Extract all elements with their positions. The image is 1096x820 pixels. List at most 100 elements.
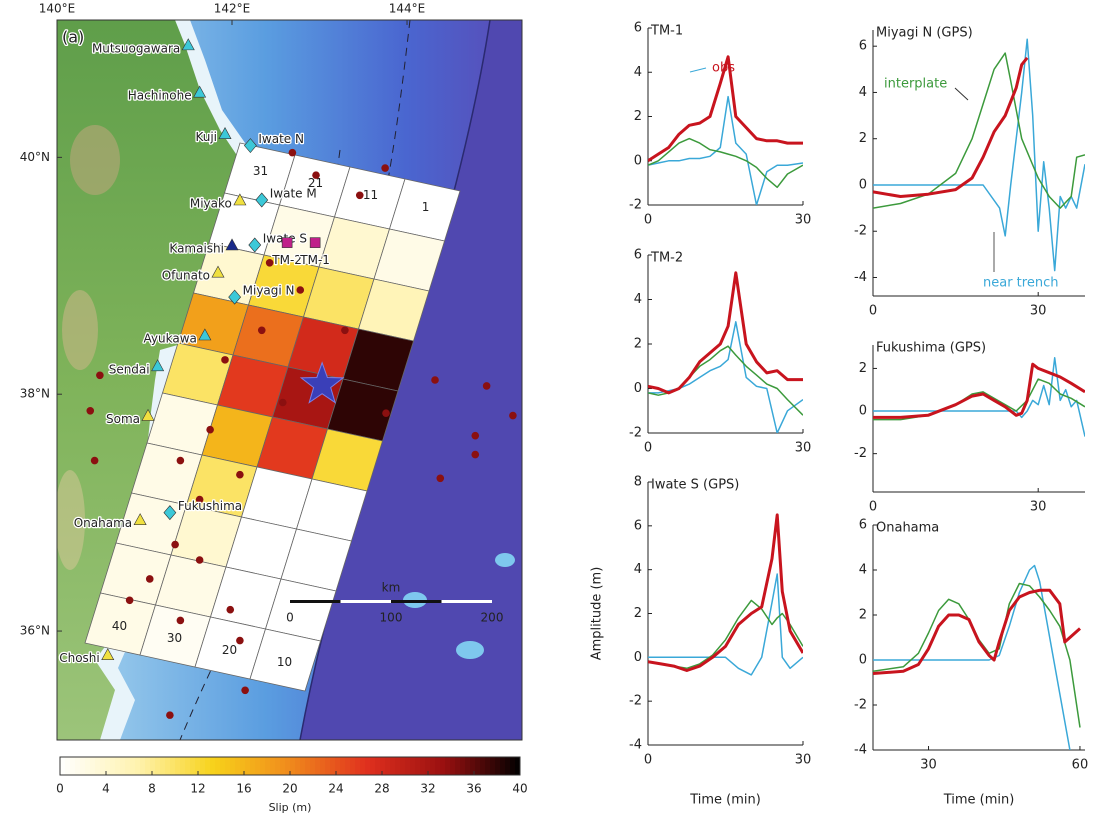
- highland: [70, 125, 120, 195]
- subfault-number: 1: [422, 200, 430, 214]
- colorbar-segment: [400, 757, 406, 775]
- panel-title: TM-1: [650, 24, 683, 39]
- aftershock: [91, 457, 99, 465]
- station-label: Kamaishi: [169, 242, 224, 256]
- scale-segment: [442, 600, 493, 603]
- colorbar-segment: [80, 757, 86, 775]
- panel-title: TM-2: [650, 251, 683, 266]
- station: [310, 238, 320, 248]
- y-tick-label: 0: [634, 650, 642, 665]
- y-tick-label: -4: [854, 743, 867, 758]
- colorbar-segment: [470, 757, 476, 775]
- series-line: [873, 39, 1085, 270]
- colorbar-segment: [330, 757, 336, 775]
- aftershock: [171, 541, 179, 549]
- colorbar-segment: [485, 757, 491, 775]
- colorbar-segment: [65, 757, 71, 775]
- colorbar-segment: [490, 757, 496, 775]
- colorbar-segment: [455, 757, 461, 775]
- y-tick-label: -2: [854, 446, 867, 461]
- colorbar-segment: [205, 757, 211, 775]
- colorbar-segment: [175, 757, 181, 775]
- series-line: [873, 379, 1085, 420]
- series-line: [648, 515, 803, 671]
- y-tick-label: 2: [634, 109, 642, 124]
- colorbar-segment: [390, 757, 396, 775]
- panel-title: Miyagi N (GPS): [876, 26, 973, 41]
- aftershock: [96, 371, 104, 379]
- annotation-pointer: [690, 68, 706, 72]
- aftershock: [126, 596, 134, 604]
- colorbar-segment: [140, 757, 146, 775]
- colorbar-segment: [475, 757, 481, 775]
- station-label: Iwate M: [270, 187, 317, 201]
- colorbar-segment: [225, 757, 231, 775]
- y-tick-label: 36°N: [20, 624, 50, 638]
- colorbar-segment: [260, 757, 266, 775]
- y-tick-label: -2: [629, 694, 642, 709]
- colorbar-segment: [180, 757, 186, 775]
- scale-tick-label: 100: [380, 611, 403, 625]
- panel-label: (a): [62, 28, 84, 47]
- colorbar-segment: [450, 757, 456, 775]
- station-label: Sendai: [109, 362, 150, 376]
- x-tick-label: 30: [795, 213, 812, 228]
- station-label: TM-1: [299, 253, 330, 267]
- series-group: [648, 57, 803, 205]
- annotation-pointer: [955, 88, 968, 100]
- station-label: Miyagi N: [243, 284, 295, 298]
- colorbar-segment: [70, 757, 76, 775]
- colorbar-segment: [230, 757, 236, 775]
- aftershock: [86, 407, 94, 415]
- y-tick-label: 2: [634, 606, 642, 621]
- aftershock: [236, 637, 244, 645]
- y-tick-label: 8: [634, 475, 642, 490]
- colorbar-segment: [115, 757, 121, 775]
- aftershock: [279, 399, 287, 407]
- series-group: [648, 273, 803, 433]
- aftershock: [382, 409, 390, 417]
- y-tick-label: 0: [859, 653, 867, 668]
- aftershock: [341, 326, 349, 334]
- colorbar-segment: [415, 757, 421, 775]
- colorbar-segment: [440, 757, 446, 775]
- station-label: Mutsuogawara: [92, 41, 180, 55]
- colorbar-segment: [130, 757, 136, 775]
- seamount: [495, 553, 515, 567]
- colorbar-segment: [380, 757, 386, 775]
- x-tick-label: 60: [1072, 758, 1089, 773]
- subfault-number: 40: [112, 619, 127, 633]
- colorbar-segment: [480, 757, 486, 775]
- aftershock: [289, 149, 297, 157]
- subfault-number: 31: [253, 164, 268, 178]
- station-label: Ofunato: [162, 269, 210, 283]
- aftershock: [312, 171, 320, 179]
- y-axis-label: Amplitude (m): [590, 567, 605, 661]
- station-label: Choshi: [59, 651, 100, 665]
- x-tick-label: 0: [644, 441, 652, 456]
- colorbar-segment: [430, 757, 436, 775]
- colorbar-segment: [280, 757, 286, 775]
- colorbar-segment: [75, 757, 81, 775]
- colorbar-segment: [125, 757, 131, 775]
- colorbar-segment: [200, 757, 206, 775]
- station-label: Miyako: [190, 197, 232, 211]
- series-line: [873, 566, 1070, 751]
- aftershock: [226, 606, 234, 614]
- colorbar-segment: [290, 757, 296, 775]
- colorbar-segment: [375, 757, 381, 775]
- colorbar-segment: [170, 757, 176, 775]
- colorbar-segment: [405, 757, 411, 775]
- subfault-number: 11: [363, 188, 378, 202]
- y-tick-label: 6: [634, 21, 642, 36]
- colorbar-tick-label: 28: [374, 782, 389, 796]
- panel: -20246030TM-1: [629, 21, 811, 228]
- colorbar-segment: [250, 757, 256, 775]
- colorbar-segment: [95, 757, 101, 775]
- station-label: TM-2: [271, 253, 302, 267]
- series-line: [873, 584, 1080, 728]
- station-label: Fukushima: [178, 499, 242, 513]
- scale-tick-label: 0: [286, 611, 294, 625]
- colorbar-segment: [160, 757, 166, 775]
- series-line: [648, 346, 803, 415]
